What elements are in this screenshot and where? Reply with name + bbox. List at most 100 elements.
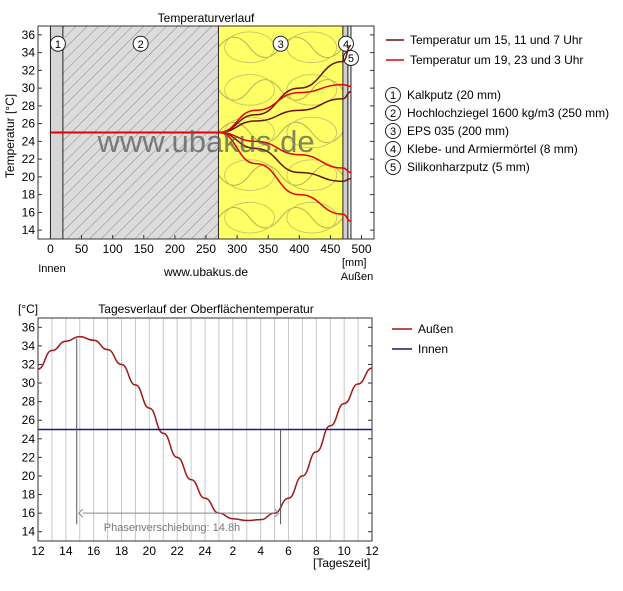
legend-label-2: Temperatur um 19, 23 und 3 Uhr bbox=[410, 53, 583, 67]
series-2-curve-3 bbox=[50, 131, 352, 222]
insulation-cell bbox=[286, 116, 338, 149]
x-tick-label: 400 bbox=[289, 242, 309, 256]
x-tick-label: 12 bbox=[365, 544, 379, 558]
layer-legend-label-4: Klebe- und Armiermörtel (8 mm) bbox=[407, 142, 578, 156]
y-tick-label: 16 bbox=[22, 205, 36, 219]
temperature-profile-chart: Temperaturverlauf 1 2 3 45 1416182022242628… bbox=[3, 11, 609, 283]
layer-legend-marker-5 bbox=[385, 159, 401, 175]
phase-arrow-head-right bbox=[274, 508, 280, 518]
y-tick-label: 18 bbox=[22, 188, 36, 202]
y-tick-label: 26 bbox=[22, 413, 36, 427]
y-tick-label: 24 bbox=[22, 134, 36, 148]
phase-shift-label: Phasenverschiebung: 14.8h bbox=[104, 522, 240, 534]
layer-marker-label-5: 5 bbox=[348, 53, 354, 65]
layer-marker-label-1: 1 bbox=[55, 39, 61, 51]
chart1-left-label: Innen bbox=[38, 263, 66, 275]
y-tick-label: 14 bbox=[22, 525, 36, 539]
series-2-curve-1 bbox=[50, 83, 352, 134]
chart2-xlabel: [Tageszeit] bbox=[313, 556, 370, 570]
y-tick-label: 16 bbox=[22, 506, 36, 520]
x-tick-label: 50 bbox=[75, 242, 89, 256]
insulation-cell bbox=[224, 74, 275, 106]
x-tick-label: 22 bbox=[170, 544, 184, 558]
watermark: www.ubakus.de bbox=[96, 124, 314, 159]
y-tick-label: 22 bbox=[22, 450, 36, 464]
x-tick-label: 4 bbox=[257, 544, 264, 558]
chart1-ylabel: Temperatur [°C] bbox=[3, 94, 17, 178]
y-tick-label: 18 bbox=[22, 488, 36, 502]
x-tick-label: 300 bbox=[227, 242, 247, 256]
y-tick-label: 34 bbox=[22, 46, 36, 60]
chart1-source-text: www.ubakus.de bbox=[163, 265, 248, 279]
y-tick-label: 32 bbox=[22, 357, 36, 371]
layer-legend-label-5: Silikonharzputz (5 mm) bbox=[407, 160, 530, 174]
x-tick-label: 2 bbox=[229, 544, 236, 558]
x-tick-label: 6 bbox=[285, 544, 292, 558]
x-tick-label: 250 bbox=[196, 242, 216, 256]
insulation-wave bbox=[218, 164, 344, 186]
layer-marker-label-2: 2 bbox=[138, 39, 144, 51]
x-tick-label: 450 bbox=[320, 242, 340, 256]
layer-legend-label-2: Hochlochziegel 1600 kg/m3 (250 mm) bbox=[407, 106, 609, 120]
daily-surface-temperature-chart: Tagesverlauf der Oberflächentemperatur [… bbox=[18, 302, 453, 570]
x-tick-label: 500 bbox=[352, 242, 372, 256]
x-tick-label: 8 bbox=[313, 544, 320, 558]
layer-legend-num-3: 3 bbox=[390, 126, 396, 138]
y-tick-label: 34 bbox=[22, 339, 36, 353]
chart1-xlabel: [mm] bbox=[342, 257, 366, 269]
insulation-wave bbox=[218, 79, 344, 101]
layer-marker-2 bbox=[132, 35, 149, 52]
layer-marker-label-4: 4 bbox=[343, 39, 349, 51]
layer-legend-marker-1 bbox=[385, 87, 401, 103]
x-tick-label: 200 bbox=[165, 242, 185, 256]
layer-legend-num-4: 4 bbox=[390, 144, 396, 156]
x-tick-label: 20 bbox=[143, 544, 157, 558]
y-tick-label: 36 bbox=[22, 320, 36, 334]
y-tick-label: 28 bbox=[22, 99, 36, 113]
x-tick-label: 10 bbox=[337, 544, 351, 558]
insulation-cell bbox=[224, 201, 275, 234]
x-tick-label: 14 bbox=[59, 544, 73, 558]
layer-legend-num-5: 5 bbox=[390, 162, 396, 174]
x-tick-label: 100 bbox=[103, 242, 123, 256]
legend-label-innen: Innen bbox=[418, 342, 448, 356]
y-tick-label: 36 bbox=[22, 28, 36, 42]
layer-legend-marker-2 bbox=[385, 105, 401, 121]
layer-marker-4 bbox=[338, 35, 354, 52]
insulation-wave bbox=[218, 206, 344, 229]
layer-marker-label-3: 3 bbox=[278, 39, 284, 51]
layer-band-5 bbox=[347, 26, 351, 239]
y-tick-label: 32 bbox=[22, 63, 36, 77]
y-tick-label: 22 bbox=[22, 152, 36, 166]
legend-label-1: Temperatur um 15, 11 und 7 Uhr bbox=[410, 33, 583, 47]
chart2-title: Tagesverlauf der Oberflächentemperatur bbox=[98, 302, 313, 316]
y-tick-label: 14 bbox=[22, 223, 36, 237]
y-tick-label: 30 bbox=[22, 376, 36, 390]
layer-legend-label-1: Kalkputz (20 mm) bbox=[407, 88, 501, 102]
series-1-curve-3 bbox=[50, 131, 352, 183]
layer-marker-1 bbox=[49, 35, 66, 52]
chart1-title: Temperaturverlauf bbox=[158, 11, 255, 25]
y-tick-label: 30 bbox=[22, 81, 36, 95]
y-tick-label: 24 bbox=[22, 432, 36, 446]
layer-marker-3 bbox=[272, 35, 289, 52]
phase-arrow-head-left bbox=[78, 508, 84, 518]
series-außen-line bbox=[38, 335, 372, 522]
chart2-plot-frame bbox=[37, 317, 373, 542]
layer-legend-num-1: 1 bbox=[390, 90, 396, 102]
series-1-curve-1 bbox=[50, 44, 352, 134]
insulation-cell bbox=[286, 74, 338, 106]
series-1-curve-2 bbox=[50, 90, 352, 134]
y-tick-label: 20 bbox=[22, 469, 36, 483]
insulation-cell bbox=[286, 201, 338, 234]
layer-legend-marker-3 bbox=[385, 123, 401, 139]
x-tick-label: 16 bbox=[87, 544, 101, 558]
x-tick-label: 18 bbox=[115, 544, 129, 558]
y-tick-label: 26 bbox=[22, 117, 36, 131]
x-tick-label: 24 bbox=[198, 544, 212, 558]
layer-band-4 bbox=[342, 26, 348, 239]
layer-legend-label-3: EPS 035 (200 mm) bbox=[407, 124, 509, 138]
insulation-cell bbox=[286, 159, 338, 191]
series-2-curve-2 bbox=[50, 131, 352, 174]
y-tick-label: 20 bbox=[22, 170, 36, 184]
